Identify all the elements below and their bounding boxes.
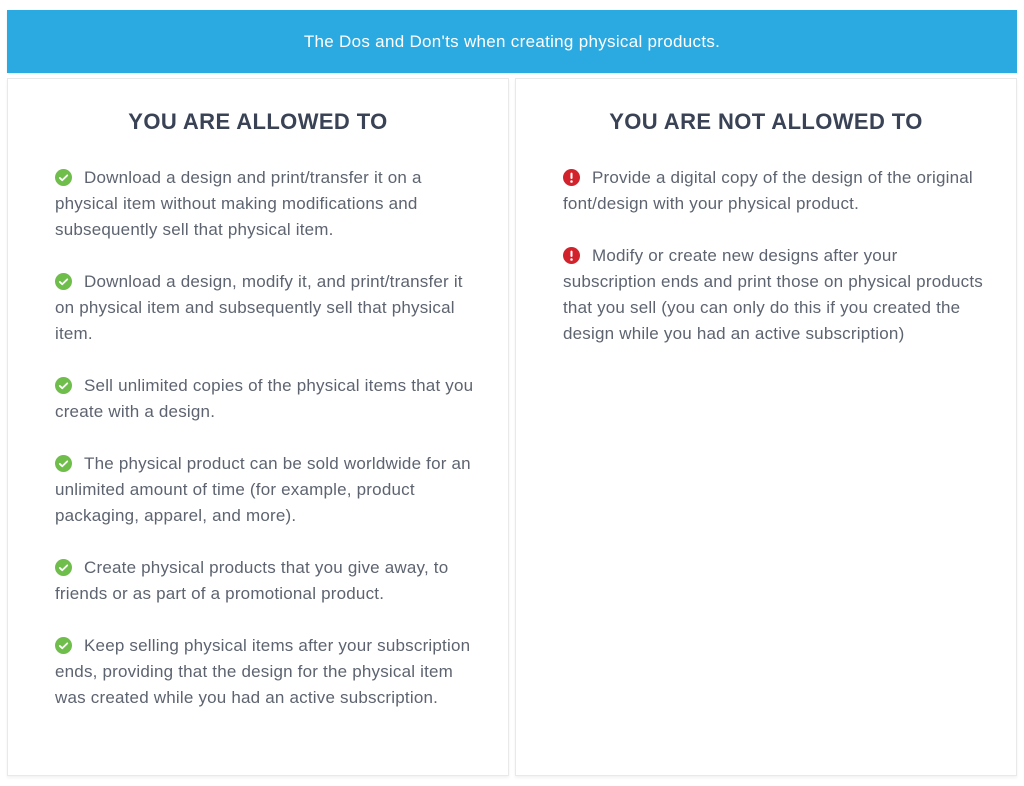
- allowed-item: Keep selling physical items after your s…: [55, 633, 483, 711]
- check-circle-icon: [55, 377, 72, 394]
- check-circle-icon: [55, 273, 72, 290]
- page-title: The Dos and Don'ts when creating physica…: [303, 31, 721, 51]
- allowed-items: Download a design and print/transfer it …: [55, 165, 483, 711]
- not-allowed-item-text: Provide a digital copy of the design of …: [563, 168, 973, 213]
- header-banner: The Dos and Don'ts when creating physica…: [7, 10, 1017, 73]
- exclamation-circle-icon: [563, 169, 580, 186]
- allowed-panel: YOU ARE ALLOWED TO Download a design and…: [7, 78, 509, 776]
- allowed-item-text: Download a design, modify it, and print/…: [55, 272, 463, 343]
- not-allowed-heading: YOU ARE NOT ALLOWED TO: [609, 109, 923, 134]
- allowed-item: Sell unlimited copies of the physical it…: [55, 373, 483, 425]
- check-circle-icon: [55, 169, 72, 186]
- allowed-item-text: Download a design and print/transfer it …: [55, 168, 422, 239]
- allowed-item-text: Create physical products that you give a…: [55, 558, 449, 603]
- allowed-heading: YOU ARE ALLOWED TO: [128, 109, 388, 134]
- check-circle-icon: [55, 559, 72, 576]
- not-allowed-item: Provide a digital copy of the design of …: [563, 165, 991, 217]
- allowed-item: Create physical products that you give a…: [55, 555, 483, 607]
- allowed-item-text: The physical product can be sold worldwi…: [55, 454, 471, 525]
- allowed-item: Download a design, modify it, and print/…: [55, 269, 483, 347]
- allowed-item-text: Sell unlimited copies of the physical it…: [55, 376, 474, 421]
- allowed-item: The physical product can be sold worldwi…: [55, 451, 483, 529]
- allowed-item: Download a design and print/transfer it …: [55, 165, 483, 243]
- comparison-columns: YOU ARE ALLOWED TO Download a design and…: [7, 78, 1017, 776]
- not-allowed-panel: YOU ARE NOT ALLOWED TO Provide a digital…: [515, 78, 1017, 776]
- check-circle-icon: [55, 455, 72, 472]
- allowed-item-text: Keep selling physical items after your s…: [55, 636, 471, 707]
- not-allowed-item-text: Modify or create new designs after your …: [563, 246, 983, 343]
- not-allowed-items: Provide a digital copy of the design of …: [563, 165, 991, 347]
- check-circle-icon: [55, 637, 72, 654]
- not-allowed-item: Modify or create new designs after your …: [563, 243, 991, 347]
- exclamation-circle-icon: [563, 247, 580, 264]
